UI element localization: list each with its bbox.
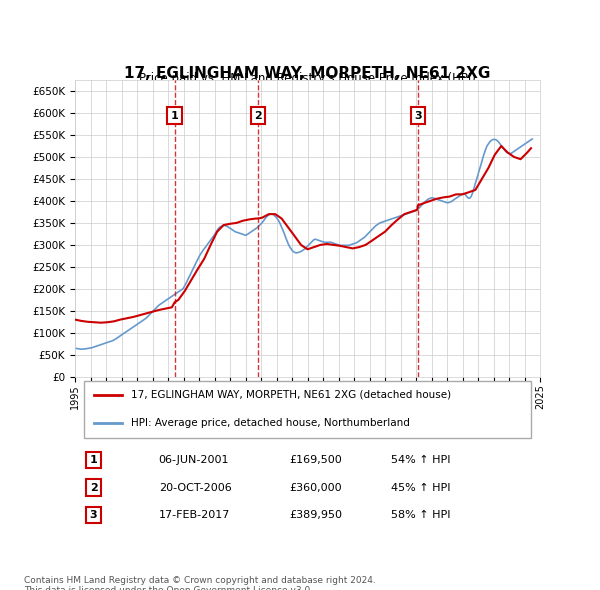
Text: 1: 1: [90, 455, 97, 465]
Text: 17, EGLINGHAM WAY, MORPETH, NE61 2XG (detached house): 17, EGLINGHAM WAY, MORPETH, NE61 2XG (de…: [131, 390, 451, 400]
Text: Contains HM Land Registry data © Crown copyright and database right 2024.: Contains HM Land Registry data © Crown c…: [24, 576, 376, 585]
Text: 2: 2: [254, 111, 262, 121]
Text: 06-JUN-2001: 06-JUN-2001: [158, 455, 229, 465]
FancyBboxPatch shape: [84, 381, 531, 438]
Text: 17, EGLINGHAM WAY, MORPETH, NE61 2XG: 17, EGLINGHAM WAY, MORPETH, NE61 2XG: [124, 65, 491, 81]
Text: 17-FEB-2017: 17-FEB-2017: [158, 510, 230, 520]
Text: 20-OCT-2006: 20-OCT-2006: [158, 483, 232, 493]
Text: £360,000: £360,000: [289, 483, 341, 493]
Text: £389,950: £389,950: [289, 510, 342, 520]
Text: 2: 2: [90, 483, 97, 493]
Text: 1: 1: [171, 111, 179, 121]
Text: £169,500: £169,500: [289, 455, 341, 465]
Text: 45% ↑ HPI: 45% ↑ HPI: [391, 483, 451, 493]
Text: HPI: Average price, detached house, Northumberland: HPI: Average price, detached house, Nort…: [131, 418, 410, 428]
Text: 54% ↑ HPI: 54% ↑ HPI: [391, 455, 451, 465]
Text: 58% ↑ HPI: 58% ↑ HPI: [391, 510, 451, 520]
Text: This data is licensed under the Open Government Licence v3.0.: This data is licensed under the Open Gov…: [24, 586, 313, 590]
Text: 3: 3: [414, 111, 422, 121]
Text: Price paid vs. HM Land Registry's House Price Index (HPI): Price paid vs. HM Land Registry's House …: [139, 72, 476, 85]
Text: 3: 3: [90, 510, 97, 520]
